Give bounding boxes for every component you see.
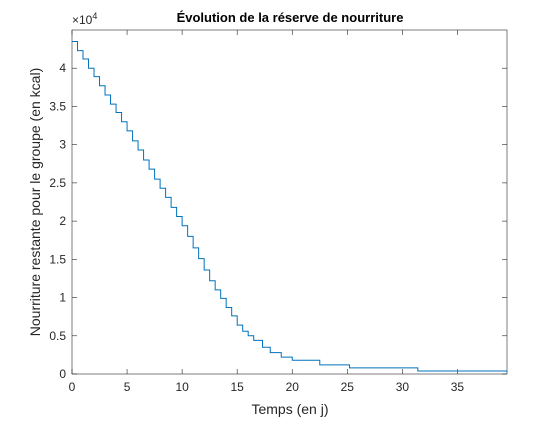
x-tick-label: 35 (451, 380, 465, 394)
y-exponent-power: 4 (92, 11, 97, 21)
y-tick-label: 2.5 (49, 176, 66, 190)
y-tick-label: 0 (59, 367, 66, 381)
x-tick-label: 25 (341, 380, 355, 394)
y-tick-label: 1 (59, 291, 66, 305)
y-exponent-base: ×10 (72, 13, 93, 27)
data-line (72, 40, 508, 373)
x-axis-label: Temps (en j) (251, 401, 328, 417)
x-tick-label: 30 (396, 380, 410, 394)
x-tick-label: 0 (69, 380, 76, 394)
x-tick-label: 15 (231, 380, 245, 394)
y-axis-label: Nourriture restante pour le groupe (en k… (27, 68, 43, 336)
y-tick-label: 0.5 (49, 329, 66, 343)
y-tick-label: 3.5 (49, 99, 66, 113)
x-tick-label: 10 (175, 380, 189, 394)
y-tick-label: 2 (59, 214, 66, 228)
y-tick-label: 3 (59, 138, 66, 152)
x-tick-label: 5 (124, 380, 131, 394)
y-tick-label: 1.5 (49, 252, 66, 266)
y-exponent: ×104 (72, 11, 97, 27)
plot-box (71, 29, 508, 375)
chart-title: Évolution de la réserve de nourriture (177, 10, 404, 25)
x-tick-label: 20 (286, 380, 300, 394)
y-tick-label: 4 (59, 61, 66, 75)
